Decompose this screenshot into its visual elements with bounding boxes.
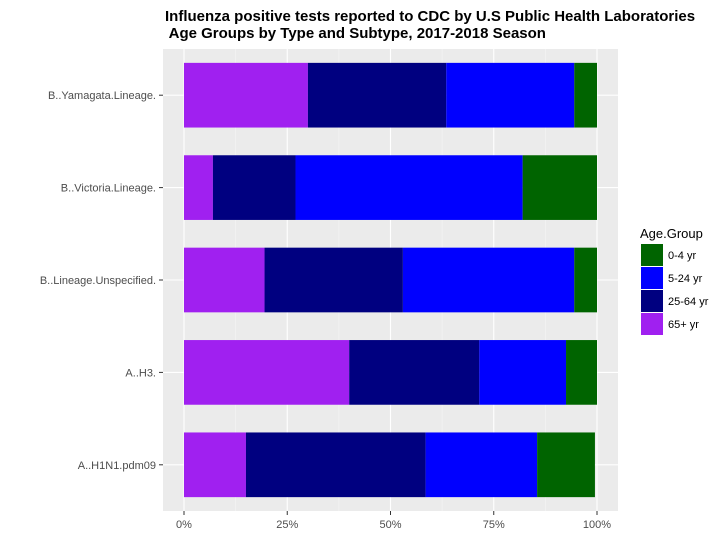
x-tick-label: 25% (276, 519, 298, 531)
bar-segment (479, 340, 567, 405)
legend-key (641, 290, 663, 312)
legend: Age.Group 0-4 yr 5-24 yr 25-64 yr 65+ yr (640, 226, 709, 335)
legend-title: Age.Group (640, 226, 703, 241)
x-axis: 0% 25% 50% 75% 100% (176, 511, 611, 531)
bar-segment (295, 155, 523, 220)
bar-segment (402, 247, 575, 313)
bar-segment (184, 432, 246, 498)
bar-stack-group (184, 62, 597, 498)
bar-segment (566, 340, 597, 405)
bar-segment (212, 155, 296, 220)
x-tick-label: 50% (379, 519, 401, 531)
x-tick-label: 0% (176, 519, 192, 531)
y-tick-label: B..Yamagata.Lineage. (48, 90, 156, 102)
chart-title-line-1: Influenza positive tests reported to CDC… (165, 8, 695, 25)
y-axis: A..H1N1.pdm09 A..H3. B..Lineage.Unspecifie… (40, 90, 163, 472)
bar-segment (349, 340, 480, 405)
bar-segment (522, 155, 597, 220)
bar-segment (537, 432, 595, 498)
legend-label: 25-64 yr (668, 296, 709, 308)
legend-label: 5-24 yr (668, 273, 703, 285)
bar-segment (574, 62, 597, 128)
x-tick-label: 100% (583, 519, 611, 531)
bar-segment (184, 155, 213, 220)
bar-segment (184, 247, 265, 313)
bar-segment (446, 62, 575, 128)
bar-segment (307, 62, 447, 128)
legend-key (641, 244, 663, 266)
legend-label: 65+ yr (668, 319, 699, 331)
bar-segment (184, 340, 350, 405)
bar-segment (574, 247, 597, 313)
bar-segment (425, 432, 538, 498)
y-tick-label: A..H1N1.pdm09 (78, 460, 156, 472)
legend-key (641, 313, 663, 335)
bar-segment (264, 247, 403, 313)
legend-label: 0-4 yr (668, 250, 696, 262)
chart-title-line-2: Age Groups by Type and Subtype, 2017-201… (165, 25, 546, 42)
y-tick-label: B..Lineage.Unspecified. (40, 275, 156, 287)
legend-key (641, 267, 663, 289)
chart-title: Influenza positive tests reported to CDC… (165, 8, 695, 42)
y-tick-label: B..Victoria.Lineage. (61, 183, 156, 195)
y-tick-label: A..H3. (125, 367, 156, 379)
x-tick-label: 75% (483, 519, 505, 531)
bar-segment (184, 62, 308, 128)
bar-segment (245, 432, 426, 498)
